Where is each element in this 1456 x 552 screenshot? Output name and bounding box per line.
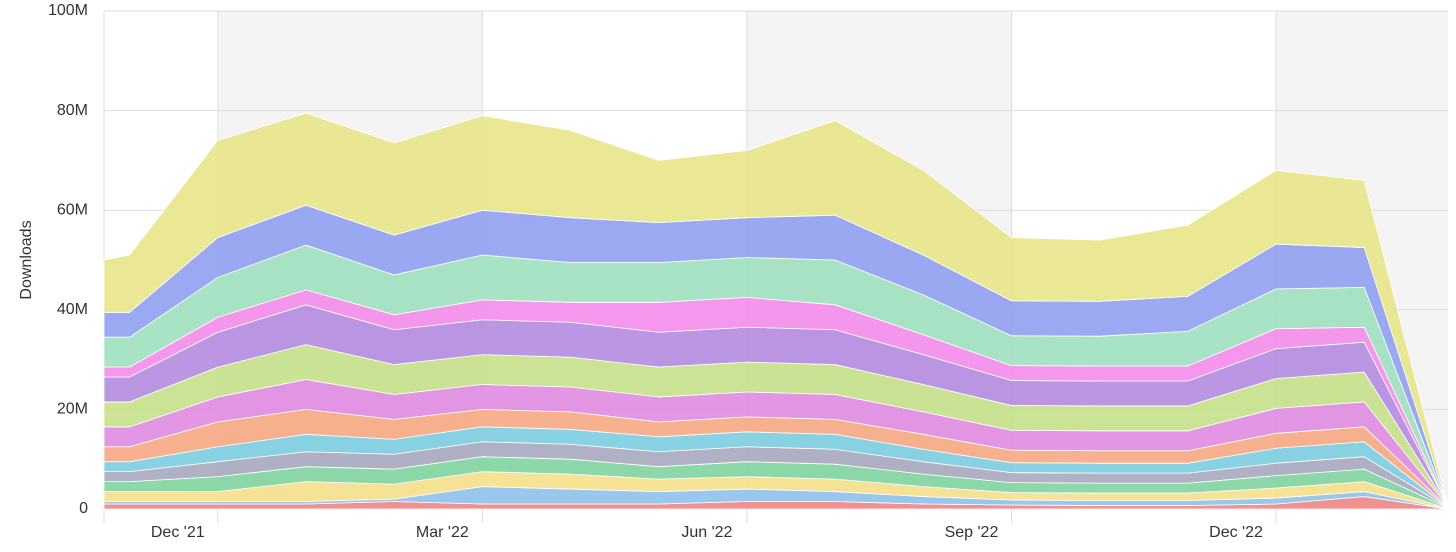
x-tick-label: Dec '22 [1209,524,1263,541]
area [103,112,1449,507]
y-tick-label: 0 [79,500,88,517]
y-tick-label: 80M [57,102,88,119]
x-tick-label: Jun '22 [681,524,732,541]
y-tick-label: 60M [57,201,88,218]
y-tick-label: 20M [57,401,88,418]
areas [103,112,1449,510]
x-tick-label: Mar '22 [416,524,469,541]
y-tick-label: 40M [57,301,88,318]
x-tick-label: Sep '22 [945,524,999,541]
labels: 0 20M 40M 60M 80M 100M Dec '21 Mar '22 Jun '22 Se… [48,2,1263,541]
y-tick-label: 100M [48,2,88,19]
y-axis-label: Downloads [18,220,35,299]
x-tick-label: Dec '21 [151,524,205,541]
